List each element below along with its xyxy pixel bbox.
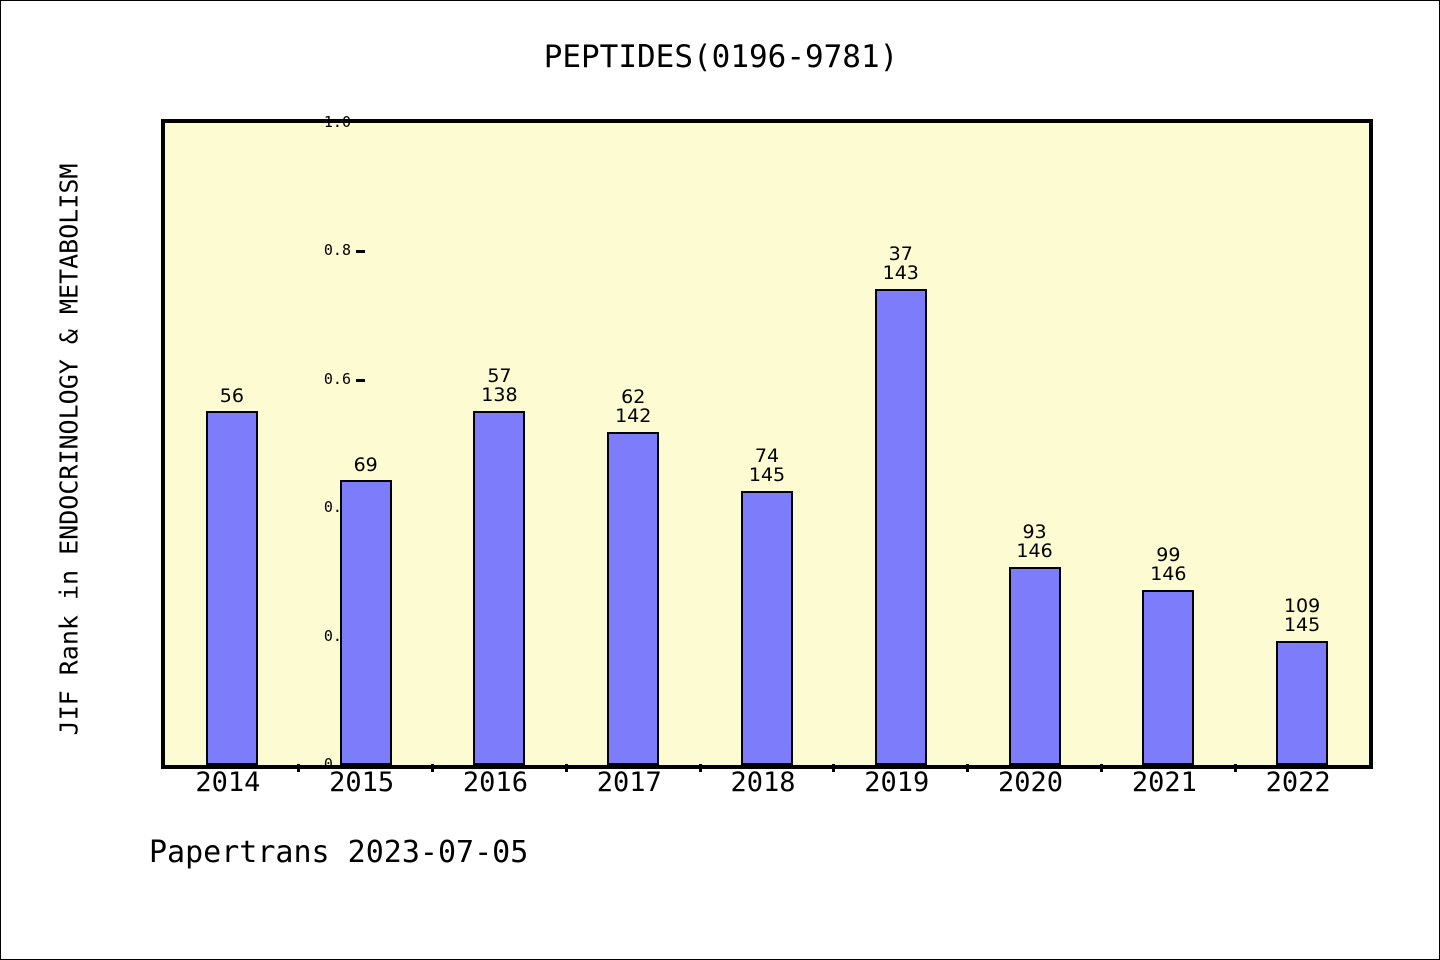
x-tick-mark	[698, 764, 702, 772]
x-tick-label: 2022	[1265, 767, 1331, 798]
x-tick-label: 2020	[998, 767, 1064, 798]
y-tick-label: 0.6	[323, 369, 351, 388]
bar[interactable]	[1142, 590, 1195, 765]
footer-note: Papertrans 2023-07-05	[149, 835, 529, 870]
bar-value-line: 145	[748, 463, 786, 486]
bar-value-line: 62	[621, 385, 646, 408]
plot-area: 0.0 0.2 0.4 0.6 0.8 1.0 56 69 57 138 62 142 74 145 37…	[161, 113, 1373, 773]
bar-value-line: 145	[1283, 614, 1321, 637]
bar-value-label: 69	[286, 453, 446, 476]
x-tick-mark	[431, 764, 435, 772]
bar[interactable]	[473, 411, 526, 765]
x-tick-label: 2018	[730, 767, 796, 798]
bar-value-line: 109	[1283, 595, 1321, 618]
bar-value-line: 37	[888, 243, 913, 266]
bar-value-label: 62 142	[553, 385, 713, 427]
bar-value-line: 69	[353, 453, 378, 476]
x-tick-label: 2014	[195, 767, 261, 798]
bar-value-line: 99	[1156, 544, 1181, 567]
bar-value-label: 37 143	[821, 245, 981, 283]
plot-inner: 0.0 0.2 0.4 0.6 0.8 1.0 56 69 57 138 62 142 74 145 37…	[165, 113, 1369, 773]
y-axis-label: JIF Rank in ENDOCRINOLOGY & METABOLISM	[54, 163, 84, 736]
bar[interactable]	[205, 410, 258, 765]
bar-value-line: 142	[615, 404, 652, 427]
bar-value-line: 74	[754, 444, 780, 467]
x-tick-label: 2016	[462, 767, 528, 798]
bar[interactable]	[1008, 567, 1061, 765]
bar[interactable]	[874, 289, 927, 765]
bar-value-label: 99 146	[1088, 546, 1248, 584]
x-tick-label: 2017	[596, 767, 662, 798]
bar-value-line: 143	[882, 262, 919, 285]
bar[interactable]	[741, 490, 793, 765]
x-tick-label: 2019	[864, 767, 930, 798]
bar-value-label: 57 138	[419, 367, 579, 405]
bar-value-line: 138	[481, 384, 518, 407]
x-tick-mark	[564, 764, 568, 772]
bar-value-label: 74 145	[687, 444, 847, 486]
y-tick-mark	[356, 250, 365, 254]
bar-value-label: 109 145	[1222, 597, 1382, 635]
x-tick-mark	[832, 764, 836, 772]
x-tick-mark	[297, 764, 301, 772]
x-tick-mark	[1233, 764, 1237, 772]
bar-value-label: 56	[152, 384, 312, 407]
bar[interactable]	[339, 479, 392, 765]
bar[interactable]	[1276, 641, 1329, 765]
y-tick-label: 0.8	[323, 241, 351, 260]
bar-value-line: 146	[1150, 563, 1187, 586]
bar-value-line: 93	[1022, 521, 1047, 544]
y-tick-mark	[356, 378, 365, 382]
x-tick-mark	[966, 764, 970, 772]
x-tick-label: 2015	[329, 767, 395, 798]
bar-value-line: 57	[487, 365, 512, 388]
y-tick-label: 1.0	[323, 113, 351, 131]
bar-value-line: 56	[219, 384, 244, 407]
x-tick-label: 2021	[1131, 767, 1197, 798]
chart-title: PEPTIDES(0196-9781)	[543, 39, 899, 75]
bar-value-label: 93 146	[955, 523, 1115, 561]
bar-value-line: 146	[1016, 540, 1053, 563]
x-tick-mark	[1099, 764, 1103, 772]
bar[interactable]	[607, 431, 660, 765]
